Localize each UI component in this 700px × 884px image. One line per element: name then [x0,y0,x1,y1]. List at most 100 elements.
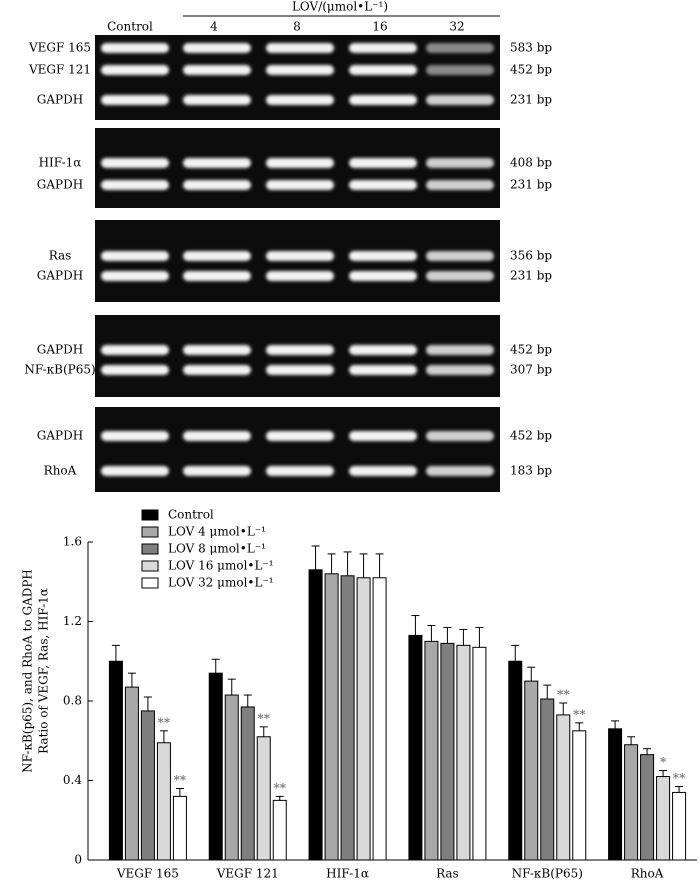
band-size: 231 bp [510,269,552,283]
bar [124,686,139,861]
gel-band [349,180,417,190]
gel-band [101,466,169,476]
gel-band [101,158,169,168]
gel-band [266,431,334,441]
gel-band [426,251,494,261]
y-tick-label: 0.4 [63,773,82,787]
gel-band [183,180,251,190]
band-label: NF-κB(P65) [24,363,95,377]
gel-band [101,271,169,281]
bar [372,577,387,861]
bar [672,791,687,861]
bar [472,646,487,861]
bar [456,644,471,861]
bar [540,698,555,861]
gel-band [426,180,494,190]
bar [240,706,255,861]
significance: ** [573,707,586,721]
bar [108,660,123,861]
gel-panel [95,407,500,492]
gel-band [266,65,334,75]
gel-band [426,271,494,281]
gel-band [183,65,251,75]
legend-swatch [141,577,159,589]
y-tick-label: 0 [74,853,82,867]
gel-band [183,466,251,476]
band-label: GAPDH [37,178,83,192]
bar [556,714,571,861]
legend-swatch [141,560,159,572]
band-size: 452 bp [510,429,552,443]
band-label: GAPDH [37,343,83,357]
band-label: RhoA [44,464,77,478]
gel-band [101,65,169,75]
gel-band [266,180,334,190]
gel-band [266,466,334,476]
gel-band [266,43,334,53]
gel-band [426,466,494,476]
significance: ** [174,773,187,787]
bar [340,575,355,861]
gel-band [183,158,251,168]
bar [656,776,671,861]
significance: ** [257,711,270,725]
y-label-line: NF-κB(p65), and RhoA to GADPH [21,569,35,773]
band-size: 408 bp [510,156,552,170]
bar [256,736,271,861]
dose-label: 16 [372,20,387,34]
gel-band [266,158,334,168]
gel-band [426,345,494,355]
gel-band [349,65,417,75]
gel-band [426,431,494,441]
gel-band [183,95,251,105]
x-tick-label: VEGF 121 [216,867,279,881]
legend-swatch [141,526,159,538]
bar [272,799,287,861]
x-tick-label: VEGF 165 [116,867,179,881]
gel-band [426,365,494,375]
dose-label: 4 [210,20,218,34]
gel-band [349,158,417,168]
bar [608,728,623,861]
significance: ** [273,781,286,795]
gel-band [266,345,334,355]
legend-label: LOV 16 μmol•L⁻¹ [168,559,274,573]
legend-label: Control [168,508,214,522]
bar [140,710,155,861]
gel-band [349,365,417,375]
bar [324,573,339,861]
gel-band [183,345,251,355]
band-size: 356 bp [510,249,552,263]
gel-band [101,345,169,355]
gel-band [349,345,417,355]
significance: * [660,755,667,769]
legend-label: LOV 8 μmol•L⁻¹ [168,542,266,556]
gel-band [349,466,417,476]
gel-band [183,431,251,441]
bar [408,634,423,861]
dose-label: 32 [449,20,464,34]
significance: ** [158,715,171,729]
gel-band [183,271,251,281]
gel-panel [95,315,500,397]
bar [440,642,455,861]
bar [308,569,323,861]
gel-band [426,65,494,75]
gel-band [426,158,494,168]
band-label: HIF-1α [39,156,82,170]
significance: ** [673,771,686,785]
band-label: GAPDH [37,93,83,107]
y-label-line: Ratio of VEGF, Ras, HIF-1α [37,588,51,754]
bar [508,660,523,861]
gel-band [426,43,494,53]
gel-band [101,431,169,441]
x-tick-label: NF-κB(P65) [512,867,583,881]
gel-band [101,365,169,375]
gel-band [349,43,417,53]
gel-band [426,95,494,105]
gel-band [101,180,169,190]
gel-band [266,95,334,105]
bar [572,730,587,861]
